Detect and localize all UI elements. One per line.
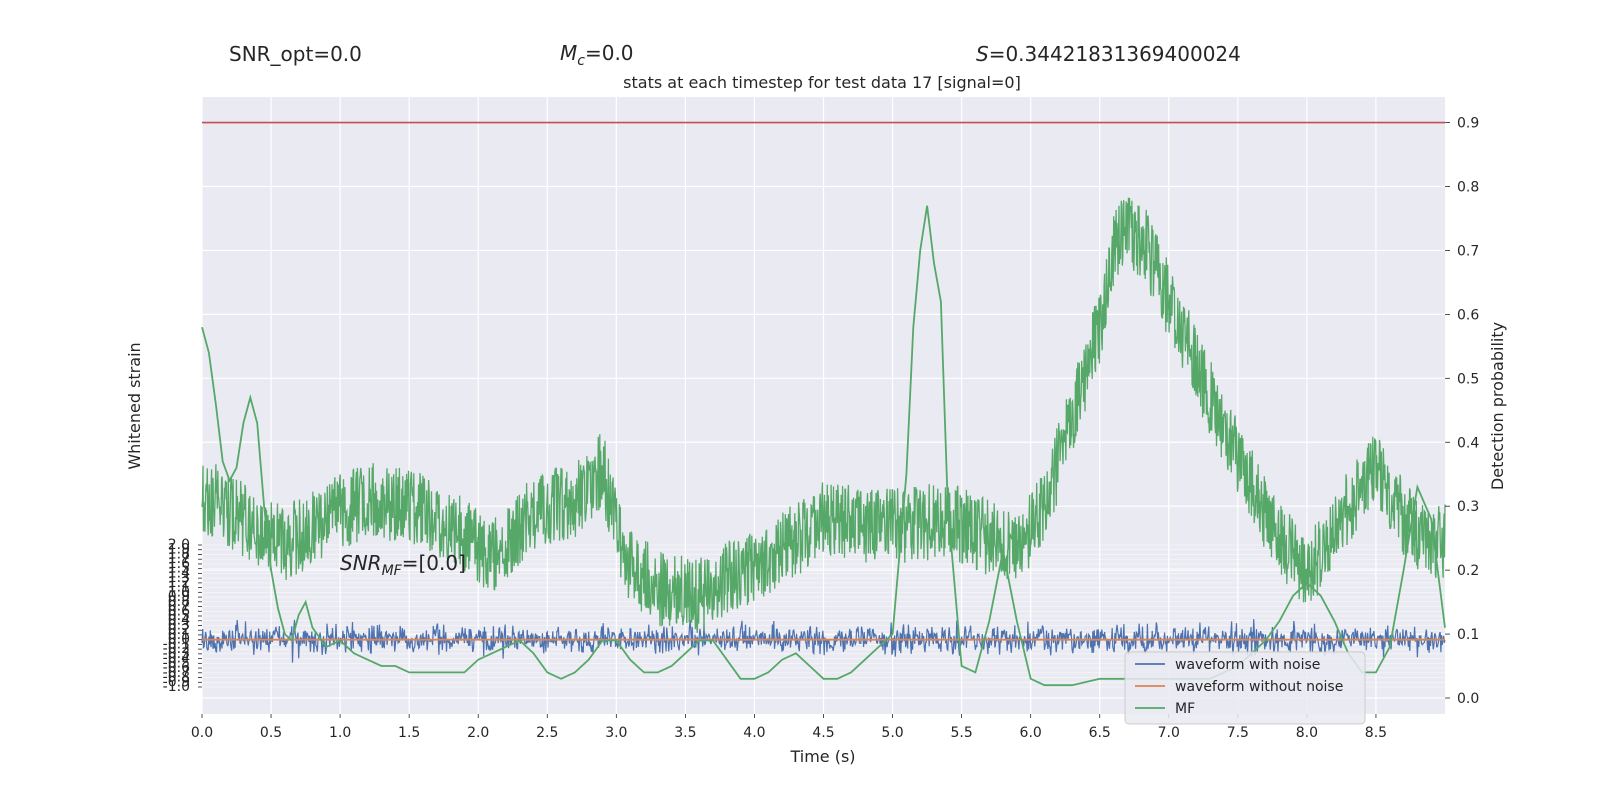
legend-label-clean: waveform without noise	[1175, 679, 1343, 695]
x-tick-label-15: 7.5	[1227, 725, 1249, 741]
left-tick-label-5: 1.5	[168, 561, 190, 577]
left-tick-label-14: 0.6	[168, 603, 190, 619]
right-tick-label-2: 0.2	[1457, 563, 1479, 579]
left-tick-label-6: 1.4	[168, 565, 190, 581]
x-tick-label-2: 1.0	[329, 725, 351, 741]
chart-title: stats at each timestep for test data 17 …	[623, 73, 1021, 92]
legend: waveform with noise waveform without noi…	[1124, 651, 1366, 725]
right-tick-label-4: 0.4	[1457, 435, 1479, 451]
left-tick-label-0: 2.0	[168, 537, 190, 553]
left-tick-label-26: -0.6	[163, 660, 190, 676]
x-tick-label-7: 3.5	[674, 725, 696, 741]
left-tick-label-18: 0.2	[168, 622, 190, 638]
x-axis-label: Time (s)	[789, 747, 855, 766]
x-tick-label-1: 0.5	[260, 725, 282, 741]
left-tick-label-8: 1.2	[168, 575, 190, 591]
right-tick-label-6: 0.6	[1457, 307, 1479, 323]
x-tick-label-3: 1.5	[398, 725, 420, 741]
x-tick-label-4: 2.0	[467, 725, 489, 741]
right-tick-label-8: 0.8	[1457, 180, 1479, 196]
left-tick-label-28: -0.8	[163, 670, 190, 686]
header-mc-value: =0.0	[585, 41, 634, 65]
x-tick-label-5: 2.5	[536, 725, 558, 741]
left-tick-label-29: -0.9	[163, 674, 190, 690]
annotation-snr-value: =[0.0]	[402, 551, 466, 575]
header-s-value: =0.34421831369400024	[989, 42, 1241, 66]
left-tick-label-30: -1.0	[163, 679, 190, 695]
annotation-snr-mf: SNRMF=[0.0]	[340, 551, 466, 579]
right-tick-label-9: 0.9	[1457, 116, 1479, 132]
left-tick-label-11: 0.9	[168, 589, 190, 605]
left-tick-label-23: -0.3	[163, 646, 190, 662]
annotation-snr-symbol: SNR	[340, 551, 382, 575]
left-tick-label-13: 0.7	[168, 599, 190, 615]
left-tick-label-21: -0.1	[163, 636, 190, 652]
header-s: S=0.34421831369400024	[976, 42, 1241, 66]
left-tick-label-19: 0.1	[168, 627, 190, 643]
left-tick-label-20: 0.0	[168, 632, 190, 648]
header-mc-sub: c	[577, 53, 585, 69]
x-tick-label-13: 6.5	[1089, 725, 1111, 741]
legend-label-noise: waveform with noise	[1175, 657, 1320, 673]
left-tick-label-9: 1.1	[168, 580, 190, 596]
left-tick-label-1: 1.9	[168, 542, 190, 558]
x-tick-label-17: 8.5	[1365, 725, 1387, 741]
y-axis-label-left: Whitened strain	[125, 342, 144, 469]
legend-label-mf: MF	[1175, 701, 1195, 717]
right-tick-label-1: 0.1	[1457, 627, 1479, 643]
left-tick-label-10: 1.0	[168, 584, 190, 600]
annotation-snr-sub: MF	[382, 563, 403, 579]
right-tick-label-3: 0.3	[1457, 499, 1479, 515]
legend-box	[1124, 651, 1366, 725]
left-tick-label-24: -0.4	[163, 651, 190, 667]
left-tick-label-7: 1.3	[168, 570, 190, 586]
x-tick-label-10: 5.0	[881, 725, 903, 741]
left-tick-label-12: 0.8	[168, 594, 190, 610]
right-tick-label-0: 0.0	[1457, 691, 1479, 707]
right-axis-ticks: 0.0 0.1 0.2 0.3 0.4 0.5 0.6 0.7 0.8 0.9	[1445, 116, 1479, 707]
left-tick-label-16: 0.4	[168, 613, 190, 629]
x-tick-label-12: 6.0	[1020, 725, 1042, 741]
header-mc-symbol: M	[560, 41, 577, 65]
series-detection-probability	[201, 197, 1446, 634]
y-axis-label-right: Detection probability	[1488, 322, 1507, 490]
x-tick-label-11: 5.5	[950, 725, 972, 741]
left-tick-label-17: 0.3	[168, 617, 190, 633]
left-tick-label-25: -0.5	[163, 655, 190, 671]
x-axis-ticks: 0.0 0.5 1.0 1.5 2.0 2.5 3.0 3.5 4.0 4.5 5.0 5.5 6.0 6…	[191, 714, 1387, 741]
left-tick-label-4: 1.6	[168, 556, 190, 572]
left-tick-label-3: 1.7	[168, 551, 190, 567]
left-tick-label-27: -0.7	[163, 665, 190, 681]
x-tick-label-8: 4.0	[743, 725, 765, 741]
right-tick-label-5: 0.5	[1457, 371, 1479, 387]
x-tick-label-14: 7.0	[1158, 725, 1180, 741]
left-tick-label-22: -0.2	[163, 641, 190, 657]
x-tick-label-6: 3.0	[605, 725, 627, 741]
right-tick-label-7: 0.7	[1457, 243, 1479, 259]
header-snr-opt: SNR_opt=0.0	[229, 42, 362, 66]
x-tick-label-16: 8.0	[1296, 725, 1318, 741]
header-mc: Mc=0.0	[560, 41, 634, 69]
x-tick-label-0: 0.0	[191, 725, 213, 741]
left-tick-label-15: 0.5	[168, 608, 190, 624]
left-axis-ticks: 2.01.91.81.71.61.51.41.31.21.11.00.90.80…	[163, 537, 202, 695]
x-tick-label-9: 4.5	[812, 725, 834, 741]
left-tick-label-2: 1.8	[168, 546, 190, 562]
header-s-symbol: S	[976, 42, 989, 66]
